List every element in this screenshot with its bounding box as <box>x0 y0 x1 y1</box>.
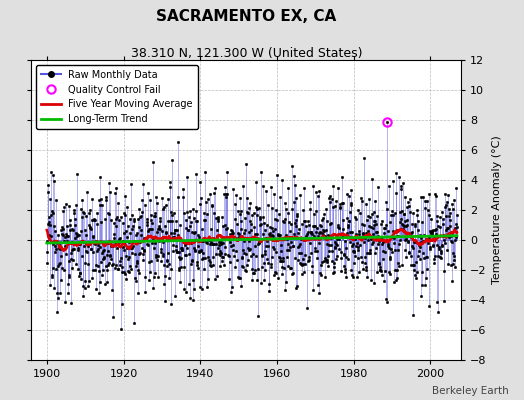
Text: SACRAMENTO EX, CA: SACRAMENTO EX, CA <box>156 9 336 24</box>
Y-axis label: Temperature Anomaly (°C): Temperature Anomaly (°C) <box>492 136 502 284</box>
Legend: Raw Monthly Data, Quality Control Fail, Five Year Moving Average, Long-Term Tren: Raw Monthly Data, Quality Control Fail, … <box>36 65 198 129</box>
Title: 38.310 N, 121.300 W (United States): 38.310 N, 121.300 W (United States) <box>130 47 362 60</box>
Text: Berkeley Earth: Berkeley Earth <box>432 386 508 396</box>
